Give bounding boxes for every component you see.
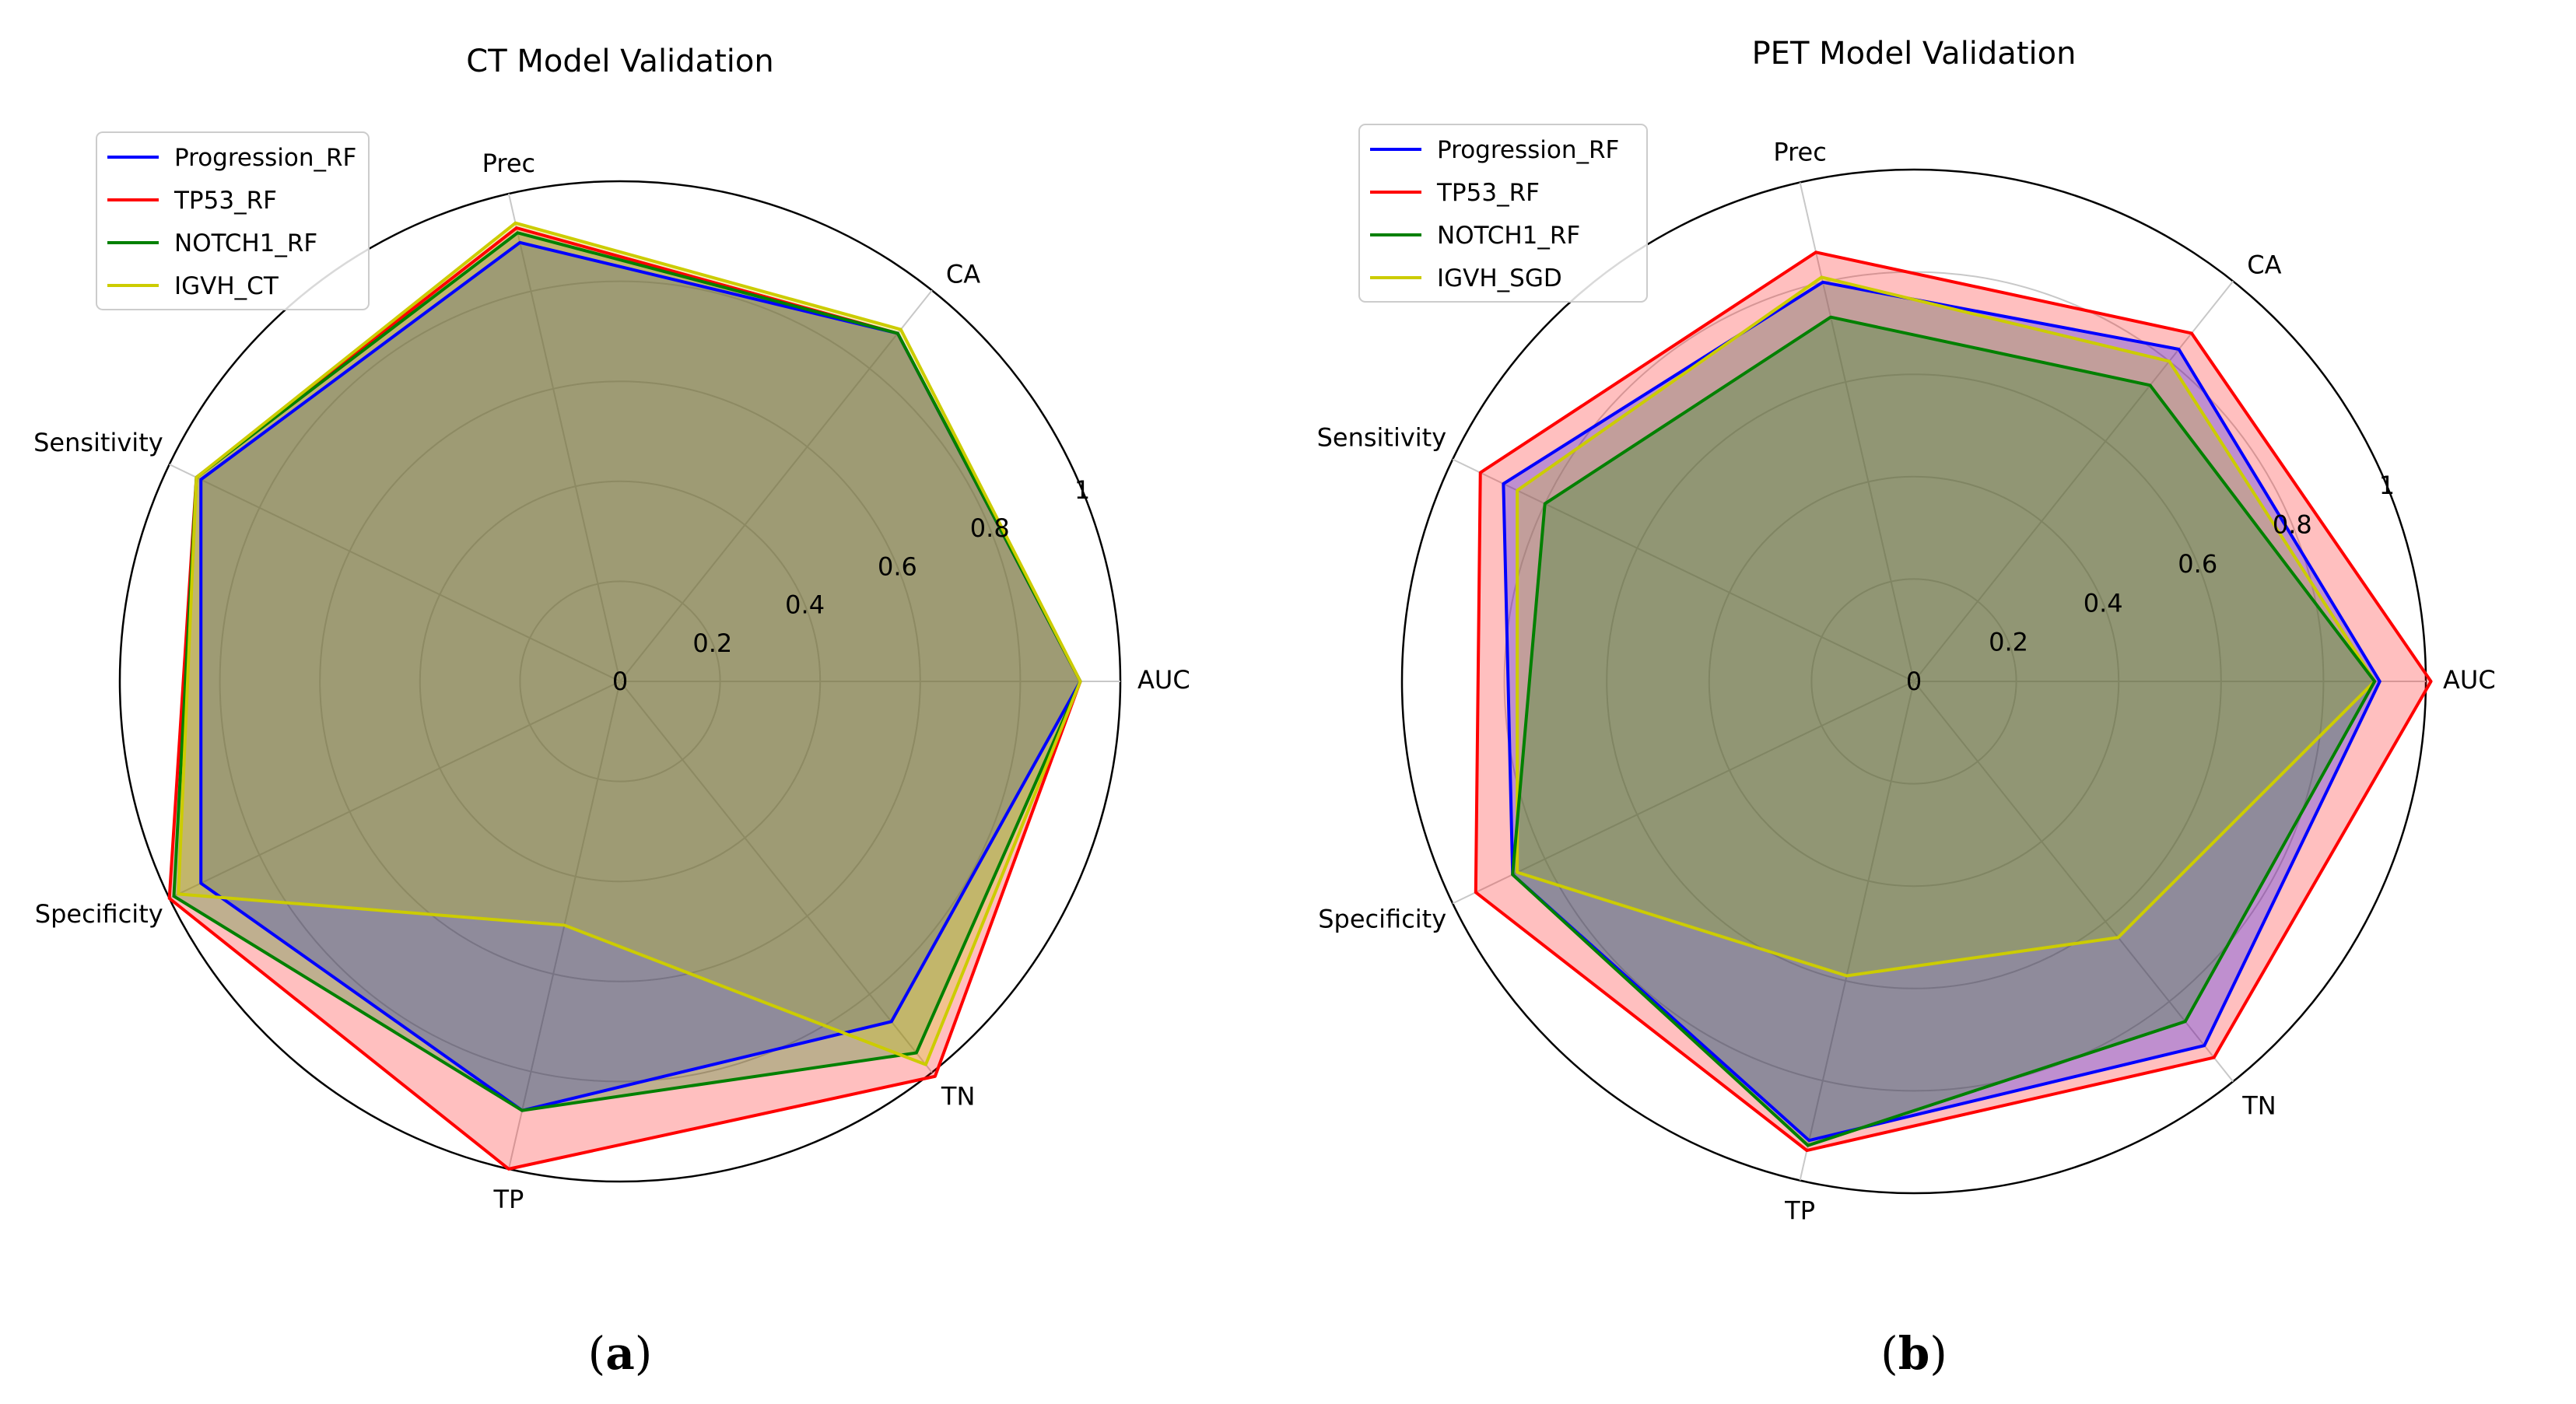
axis-label-sensitivity: Sensitivity [33,428,163,457]
series-fill-progression-rf [1503,282,2380,1141]
radial-tick-label: 1 [1074,475,1090,505]
axis-label-prec: Prec [482,149,535,178]
radial-tick-label: 0.6 [878,551,917,581]
radial-tick-label: 0.8 [2273,510,2312,540]
axis-label-tp: TP [1784,1196,1815,1226]
spoke-line [1913,681,2234,1083]
spoke-line [169,681,621,899]
polar-background [118,180,1122,1183]
axis-label-sensitivity: Sensitivity [1317,423,1447,453]
radial-tick-label: 0.8 [970,513,1010,543]
axis-label-specificity: Specificity [35,899,163,929]
legend-frame [96,131,370,310]
radial-tick-label: 0.2 [1989,628,2028,657]
legend-label: IGVH_CT [174,272,279,300]
legend-label: NOTCH1_RF [174,229,317,257]
axis-label-tn: TN [941,1082,975,1112]
legend-label: IGVH_SGD [1437,264,1562,292]
subfigure-label: (a) [588,1327,653,1380]
series-line-notch1-rf [172,231,1082,1112]
spoke-line [1913,280,2234,682]
spoke-line [507,193,621,682]
pet-radar-chart: PET Model Validation (b) 00.20.40.60.81 … [1317,36,2496,1380]
series-line-tp53-rf [1474,250,2433,1153]
ct-radar-chart: CT Model Validation (a) 0 0.2 0.4 0.6 0.8 1 A… [33,44,1190,1380]
spoke-line [1452,681,1915,905]
axis-label-group: AUC CA Prec Sensitivity Specificity TP TN [33,149,1190,1214]
legend: Progression_RF TP53_RF NOTCH1_RF IGVH_SGD [1358,124,1648,303]
series-fill-notch1-rf [173,233,1081,1111]
axis-label-prec: Prec [1773,137,1826,166]
axis-label-specificity: Specificity [1318,904,1446,933]
legend-label: Progression_RF [1437,136,1619,164]
radial-tick-label: 0.4 [2084,588,2123,618]
radial-tick-label: 0 [1906,667,1922,696]
radial-tick-label: 0.2 [692,628,732,658]
series-fill-igvh-sgd [1517,277,2375,976]
axis-label-auc: AUC [1137,665,1190,695]
legend-label: TP53_RF [1436,179,1540,207]
axis-label-ca: CA [2247,250,2281,280]
spoke-line [1799,681,1915,1181]
chart-title: PET Model Validation [1752,36,2077,72]
axis-label-group: AUC CA Prec Sensitivity Specificity TP TN [1317,137,2496,1225]
legend-label: TP53_RF [173,187,277,215]
spoke-line [619,681,933,1073]
series-line-igvh-sgd [1516,275,2377,978]
series-line-igvh-ct [177,221,1082,1066]
series-fill-tp53-rf [169,228,1081,1169]
radial-tick-label: 0.4 [785,590,825,620]
subfigure-label: (b) [1880,1327,1947,1380]
chart-title: CT Model Validation [466,44,773,79]
axis-label-ca: CA [946,259,980,289]
radial-tick-group: 0 0.2 0.4 0.6 0.8 1 [1906,471,2395,696]
spoke-line [619,289,933,682]
legend-label: NOTCH1_RF [1437,222,1580,250]
axis-label-auc: AUC [2443,665,2496,695]
legend-frame [1358,124,1648,303]
series-fill-igvh-ct [178,222,1081,1065]
spoke-line [1452,458,1915,682]
series-line-notch1-rf [1511,315,2377,1147]
radial-tick-label: 0.6 [2178,549,2217,579]
axis-label-tp: TP [492,1185,524,1214]
radial-tick-label: 1 [2379,471,2395,500]
legend-label: Progression_RF [174,144,356,172]
spoke-line [169,464,621,682]
legend: Progression_RF TP53_RF NOTCH1_RF IGVH_CT [96,131,370,310]
radial-tick-group: 0 0.2 0.4 0.6 0.8 1 [612,475,1090,696]
radial-tick-label: 0 [612,667,628,696]
axis-label-tn: TN [2241,1091,2276,1120]
series-fill-tp53-rf [1475,252,2431,1151]
series-group [1474,250,2433,1153]
series-line-progression-rf [1502,280,2381,1143]
series-fill-progression-rf [201,242,1081,1111]
series-group [167,221,1082,1171]
spoke-line [1799,182,1915,682]
